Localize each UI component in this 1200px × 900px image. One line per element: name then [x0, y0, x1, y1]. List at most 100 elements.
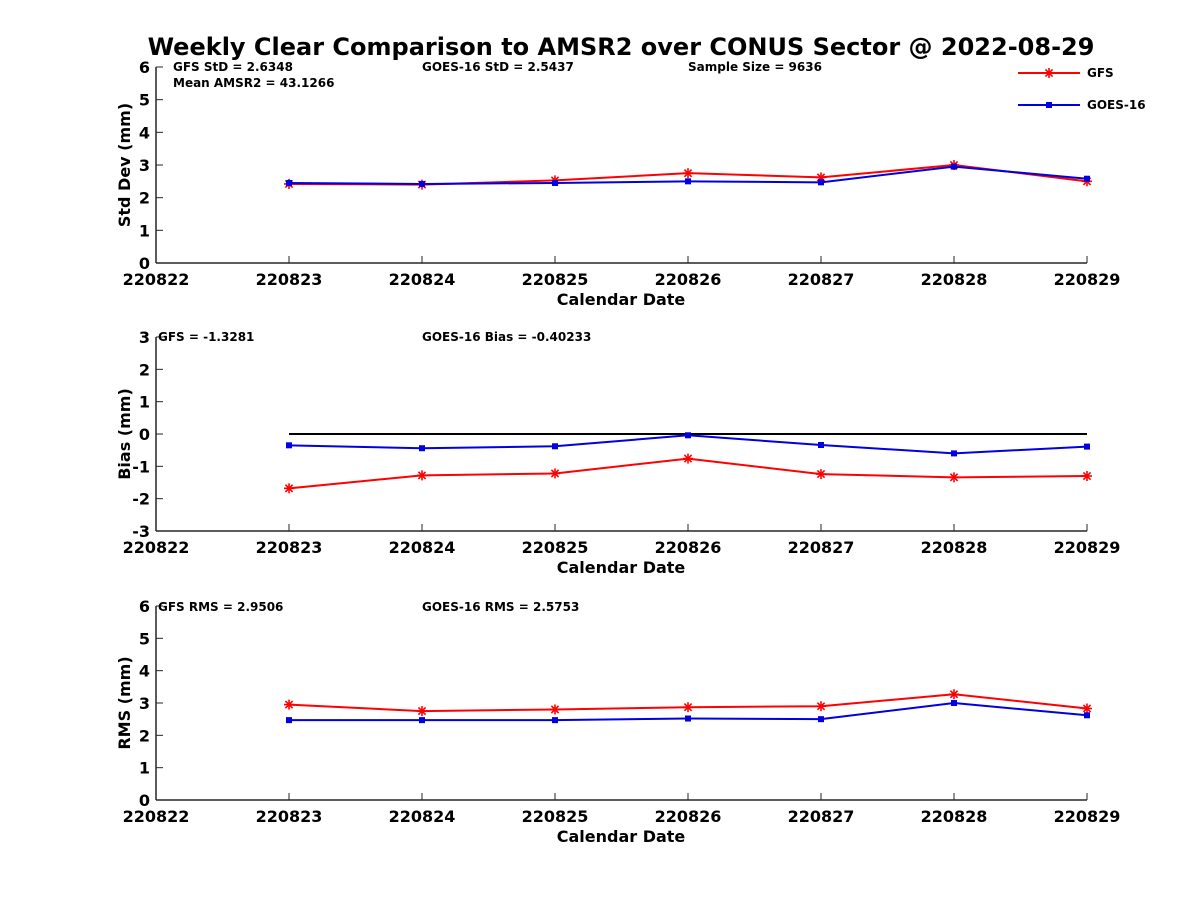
data-point-square	[818, 441, 824, 448]
annotation: GFS = -1.3281	[158, 330, 254, 344]
series-gfs	[284, 453, 1092, 494]
y-tick-label: 1	[139, 759, 150, 778]
x-axis-label: Calendar Date	[557, 290, 686, 309]
legend-square-marker	[1046, 102, 1052, 108]
y-tick-label: 3	[139, 694, 150, 713]
x-tick-label: 220824	[389, 538, 456, 557]
x-tick-label: 220828	[921, 538, 988, 557]
x-tick-label: 220824	[389, 807, 456, 826]
data-point-asterisk	[683, 702, 693, 713]
data-point-square	[286, 442, 292, 449]
x-axis-label: Calendar Date	[557, 558, 686, 577]
annotation: GFS RMS = 2.9506	[158, 600, 283, 614]
annotation: GFS StD = 2.6348	[173, 60, 293, 74]
data-point-asterisk	[550, 704, 560, 715]
legend-label: GOES-16	[1087, 98, 1146, 112]
y-tick-label: 2	[139, 360, 150, 379]
panel-1: 0 1 2 3 4 5 6 220822 220823 220824 220825 220826 220…	[115, 58, 1120, 309]
data-point-square	[419, 180, 425, 187]
annotation: GOES-16 Bias = -0.40233	[422, 330, 591, 344]
legend: GFS GOES-16	[1018, 66, 1146, 112]
x-tick-label: 220829	[1054, 270, 1121, 289]
data-point-square	[951, 163, 957, 170]
y-tick-label: 0	[139, 254, 150, 273]
data-point-asterisk	[550, 468, 560, 479]
data-point-asterisk	[949, 689, 959, 700]
y-tick-label: 4	[139, 123, 150, 142]
y-axis-label: Std Dev (mm)	[115, 103, 134, 227]
data-point-square	[286, 179, 292, 186]
data-point-asterisk	[1082, 703, 1092, 714]
data-point-square	[419, 717, 425, 724]
data-point-square	[685, 715, 691, 722]
data-point-asterisk	[683, 168, 693, 179]
x-tick-label: 220827	[788, 807, 855, 826]
x-tick-label: 220822	[123, 270, 190, 289]
x-tick-label: 220829	[1054, 538, 1121, 557]
x-tick-label: 220822	[123, 538, 190, 557]
x-tick-label: 220828	[921, 807, 988, 826]
legend-item-goes16: GOES-16	[1018, 98, 1146, 112]
data-point-square	[951, 700, 957, 706]
data-point-square	[419, 445, 425, 452]
x-tick-label: 220826	[655, 538, 722, 557]
data-point-asterisk	[284, 483, 294, 494]
x-tick-label: 220823	[256, 807, 323, 826]
y-tick-label: 6	[139, 597, 150, 616]
y-tick-label: 2	[139, 726, 150, 745]
annotation: Mean AMSR2 = 43.1266	[173, 76, 334, 90]
y-tick-label: 6	[139, 58, 150, 77]
x-tick-label: 220824	[389, 270, 456, 289]
x-tick-label: 220827	[788, 538, 855, 557]
data-point-square	[818, 716, 824, 723]
y-tick-label: 3	[139, 156, 150, 175]
x-tick-label: 220825	[522, 270, 589, 289]
data-point-square	[1084, 443, 1090, 450]
x-tick-label: 220829	[1054, 807, 1121, 826]
data-point-asterisk	[1082, 471, 1092, 482]
x-tick-label: 220827	[788, 270, 855, 289]
data-point-square	[685, 178, 691, 185]
y-axis-label: RMS (mm)	[115, 656, 134, 749]
data-point-square	[685, 432, 691, 439]
panel-3: 0 1 2 3 4 5 6 220822 220823 220824 220825 220826 220…	[115, 597, 1120, 846]
data-point-asterisk	[284, 699, 294, 710]
data-point-square	[286, 717, 292, 724]
annotation: Sample Size = 9636	[688, 60, 822, 74]
y-tick-label: -3	[132, 522, 150, 541]
series-gfs	[284, 689, 1092, 717]
data-point-square	[552, 717, 558, 724]
y-tick-label: 2	[139, 189, 150, 208]
series-goes16	[286, 163, 1090, 187]
y-tick-label: 0	[139, 791, 150, 810]
data-point-asterisk	[816, 469, 826, 480]
x-tick-label: 220826	[655, 807, 722, 826]
x-tick-label: 220825	[522, 538, 589, 557]
data-point-square	[552, 179, 558, 186]
data-point-square	[1084, 712, 1090, 719]
y-tick-label: 1	[139, 393, 150, 412]
data-point-asterisk	[417, 470, 427, 481]
annotation: GOES-16 StD = 2.5437	[422, 60, 574, 74]
series-goes16	[286, 700, 1090, 724]
data-point-asterisk	[816, 701, 826, 712]
x-tick-label: 220828	[921, 270, 988, 289]
data-point-square	[552, 443, 558, 450]
y-axis-label: Bias (mm)	[115, 388, 134, 480]
x-tick-label: 220822	[123, 807, 190, 826]
data-point-square	[1084, 175, 1090, 182]
data-point-square	[951, 450, 957, 457]
data-point-square	[818, 179, 824, 186]
y-tick-label: -1	[132, 457, 150, 476]
x-tick-label: 220823	[256, 270, 323, 289]
legend-item-gfs: GFS	[1018, 66, 1114, 80]
data-point-asterisk	[417, 706, 427, 717]
annotation: GOES-16 RMS = 2.5753	[422, 600, 579, 614]
y-tick-label: 5	[139, 629, 150, 648]
y-tick-label: 3	[139, 328, 150, 347]
legend-asterisk-marker	[1044, 68, 1054, 78]
series-goes16	[286, 432, 1090, 457]
panel-2: -3 -2 -1 0 1 2 3 220822 220823 220824 220825 220826…	[115, 328, 1120, 577]
